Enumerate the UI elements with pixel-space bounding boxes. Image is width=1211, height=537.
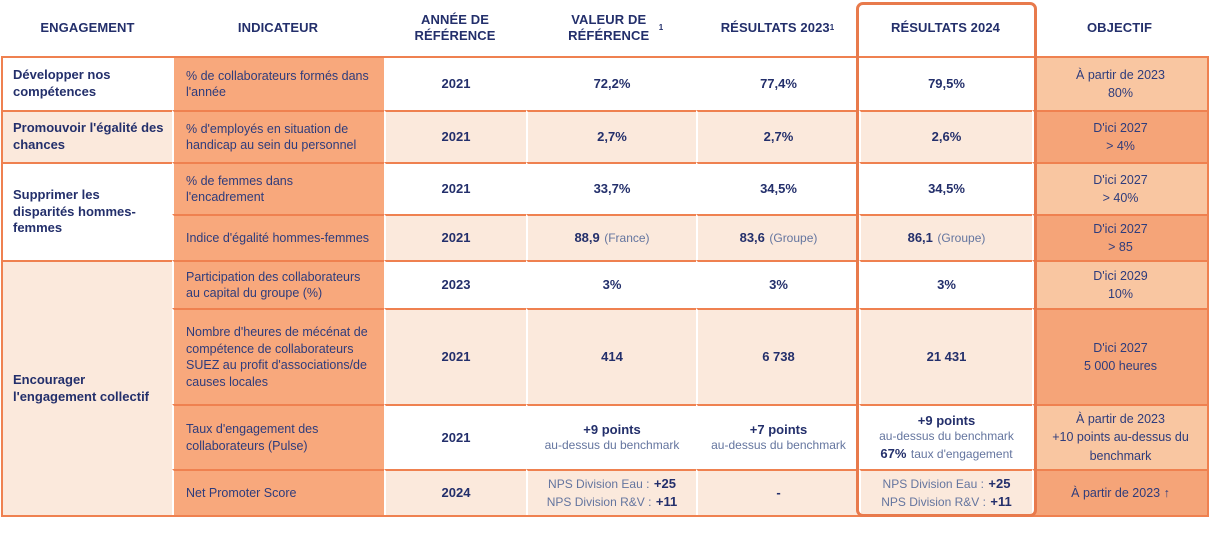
cell-objectif: D'ici 2027 > 40%: [1032, 162, 1207, 214]
cell-valeur: +9 points au-dessus du benchmark: [526, 404, 696, 469]
cell-valeur: NPS Division Eau : +25 NPS Division R&V …: [526, 469, 696, 515]
cell-annee: 2021: [384, 404, 526, 469]
cell-indicateur: % de collaborateurs formés dans l'année: [172, 58, 384, 110]
cell-indicateur: Participation des collaborateurs au capi…: [172, 260, 384, 308]
engagement-group-developper: Développer nos compétences: [3, 58, 172, 110]
cell-indicateur: % d'employés en situation de handicap au…: [172, 110, 384, 162]
cell-resultat-2023: 3%: [696, 260, 859, 308]
cell-annee: 2021: [384, 110, 526, 162]
cell-valeur: 414: [526, 308, 696, 404]
engagement-group-promouvoir: Promouvoir l'égalité des chances: [3, 110, 172, 162]
cell-resultat-2023: 2,7%: [696, 110, 859, 162]
cell-resultat-2024: +9 points au-dessus du benchmark 67% taux …: [859, 404, 1032, 469]
header-engagement: ENGAGEMENT: [40, 20, 135, 36]
cell-resultat-2024: 86,1 (Groupe): [859, 214, 1032, 260]
header-objectif: OBJECTIF: [1086, 20, 1153, 36]
cell-annee: 2024: [384, 469, 526, 515]
cell-indicateur: Net Promoter Score: [172, 469, 384, 515]
cell-resultat-2024: 34,5%: [859, 162, 1032, 214]
engagement-kpi-table: ENGAGEMENT INDICATEUR ANNÉE DE RÉFÉRENCE…: [1, 0, 1209, 517]
cell-resultat-2024: 3%: [859, 260, 1032, 308]
cell-resultat-2023: 83,6 (Groupe): [696, 214, 859, 260]
cell-objectif: D'ici 2029 10%: [1032, 260, 1207, 308]
cell-annee: 2021: [384, 58, 526, 110]
cell-valeur: 2,7%: [526, 110, 696, 162]
cell-objectif: D'ici 2027 5 000 heures: [1032, 308, 1207, 404]
cell-objectif: D'ici 2027 > 4%: [1032, 110, 1207, 162]
cell-objectif: À partir de 2023 80%: [1032, 58, 1207, 110]
cell-resultat-2023: -: [696, 469, 859, 515]
cell-objectif: À partir de 2023 +10 points au-dessus du …: [1032, 404, 1207, 469]
engagement-group-disparites: Supprimer les disparités hommes-femmes: [3, 162, 172, 260]
header-valeur-reference: VALEUR DE RÉFÉRENCE 1: [568, 12, 664, 43]
cell-indicateur: % de femmes dans l'encadrement: [172, 162, 384, 214]
cell-annee: 2021: [384, 162, 526, 214]
cell-resultat-2023: 77,4%: [696, 58, 859, 110]
cell-resultat-2024: 79,5%: [859, 58, 1032, 110]
table-body: Développer nos compétences Promouvoir l'…: [1, 56, 1209, 517]
cell-resultat-2024: 2,6%: [859, 110, 1032, 162]
cell-resultat-2024: NPS Division Eau : +25 NPS Division R&V …: [859, 469, 1032, 515]
cell-annee: 2021: [384, 214, 526, 260]
cell-objectif: D'ici 2027 > 85: [1032, 214, 1207, 260]
header-resultats-2024: RÉSULTATS 2024: [890, 20, 1001, 36]
cell-resultat-2023: 34,5%: [696, 162, 859, 214]
cell-indicateur: Taux d'engagement des collaborateurs (Pu…: [172, 404, 384, 469]
cell-resultat-2024: 21 431: [859, 308, 1032, 404]
cell-annee: 2023: [384, 260, 526, 308]
cell-valeur: 3%: [526, 260, 696, 308]
cell-valeur: 88,9 (France): [526, 214, 696, 260]
header-annee-reference: ANNÉE DE RÉFÉRENCE: [414, 12, 496, 43]
header-resultats-2023: RÉSULTATS 2023 1: [720, 20, 835, 36]
cell-valeur: 72,2%: [526, 58, 696, 110]
cell-valeur: 33,7%: [526, 162, 696, 214]
cell-indicateur: Indice d'égalité hommes-femmes: [172, 214, 384, 260]
cell-resultat-2023: 6 738: [696, 308, 859, 404]
cell-objectif: À partir de 2023 ↑: [1032, 469, 1207, 515]
cell-resultat-2023: +7 points au-dessus du benchmark: [696, 404, 859, 469]
cell-indicateur: Nombre d'heures de mécénat de compétence…: [172, 308, 384, 404]
table-header-row: ENGAGEMENT INDICATEUR ANNÉE DE RÉFÉRENCE…: [1, 0, 1209, 56]
engagement-group-collectif: Encourager l'engagement collectif: [3, 260, 172, 515]
cell-annee: 2021: [384, 308, 526, 404]
header-indicateur: INDICATEUR: [237, 20, 319, 36]
